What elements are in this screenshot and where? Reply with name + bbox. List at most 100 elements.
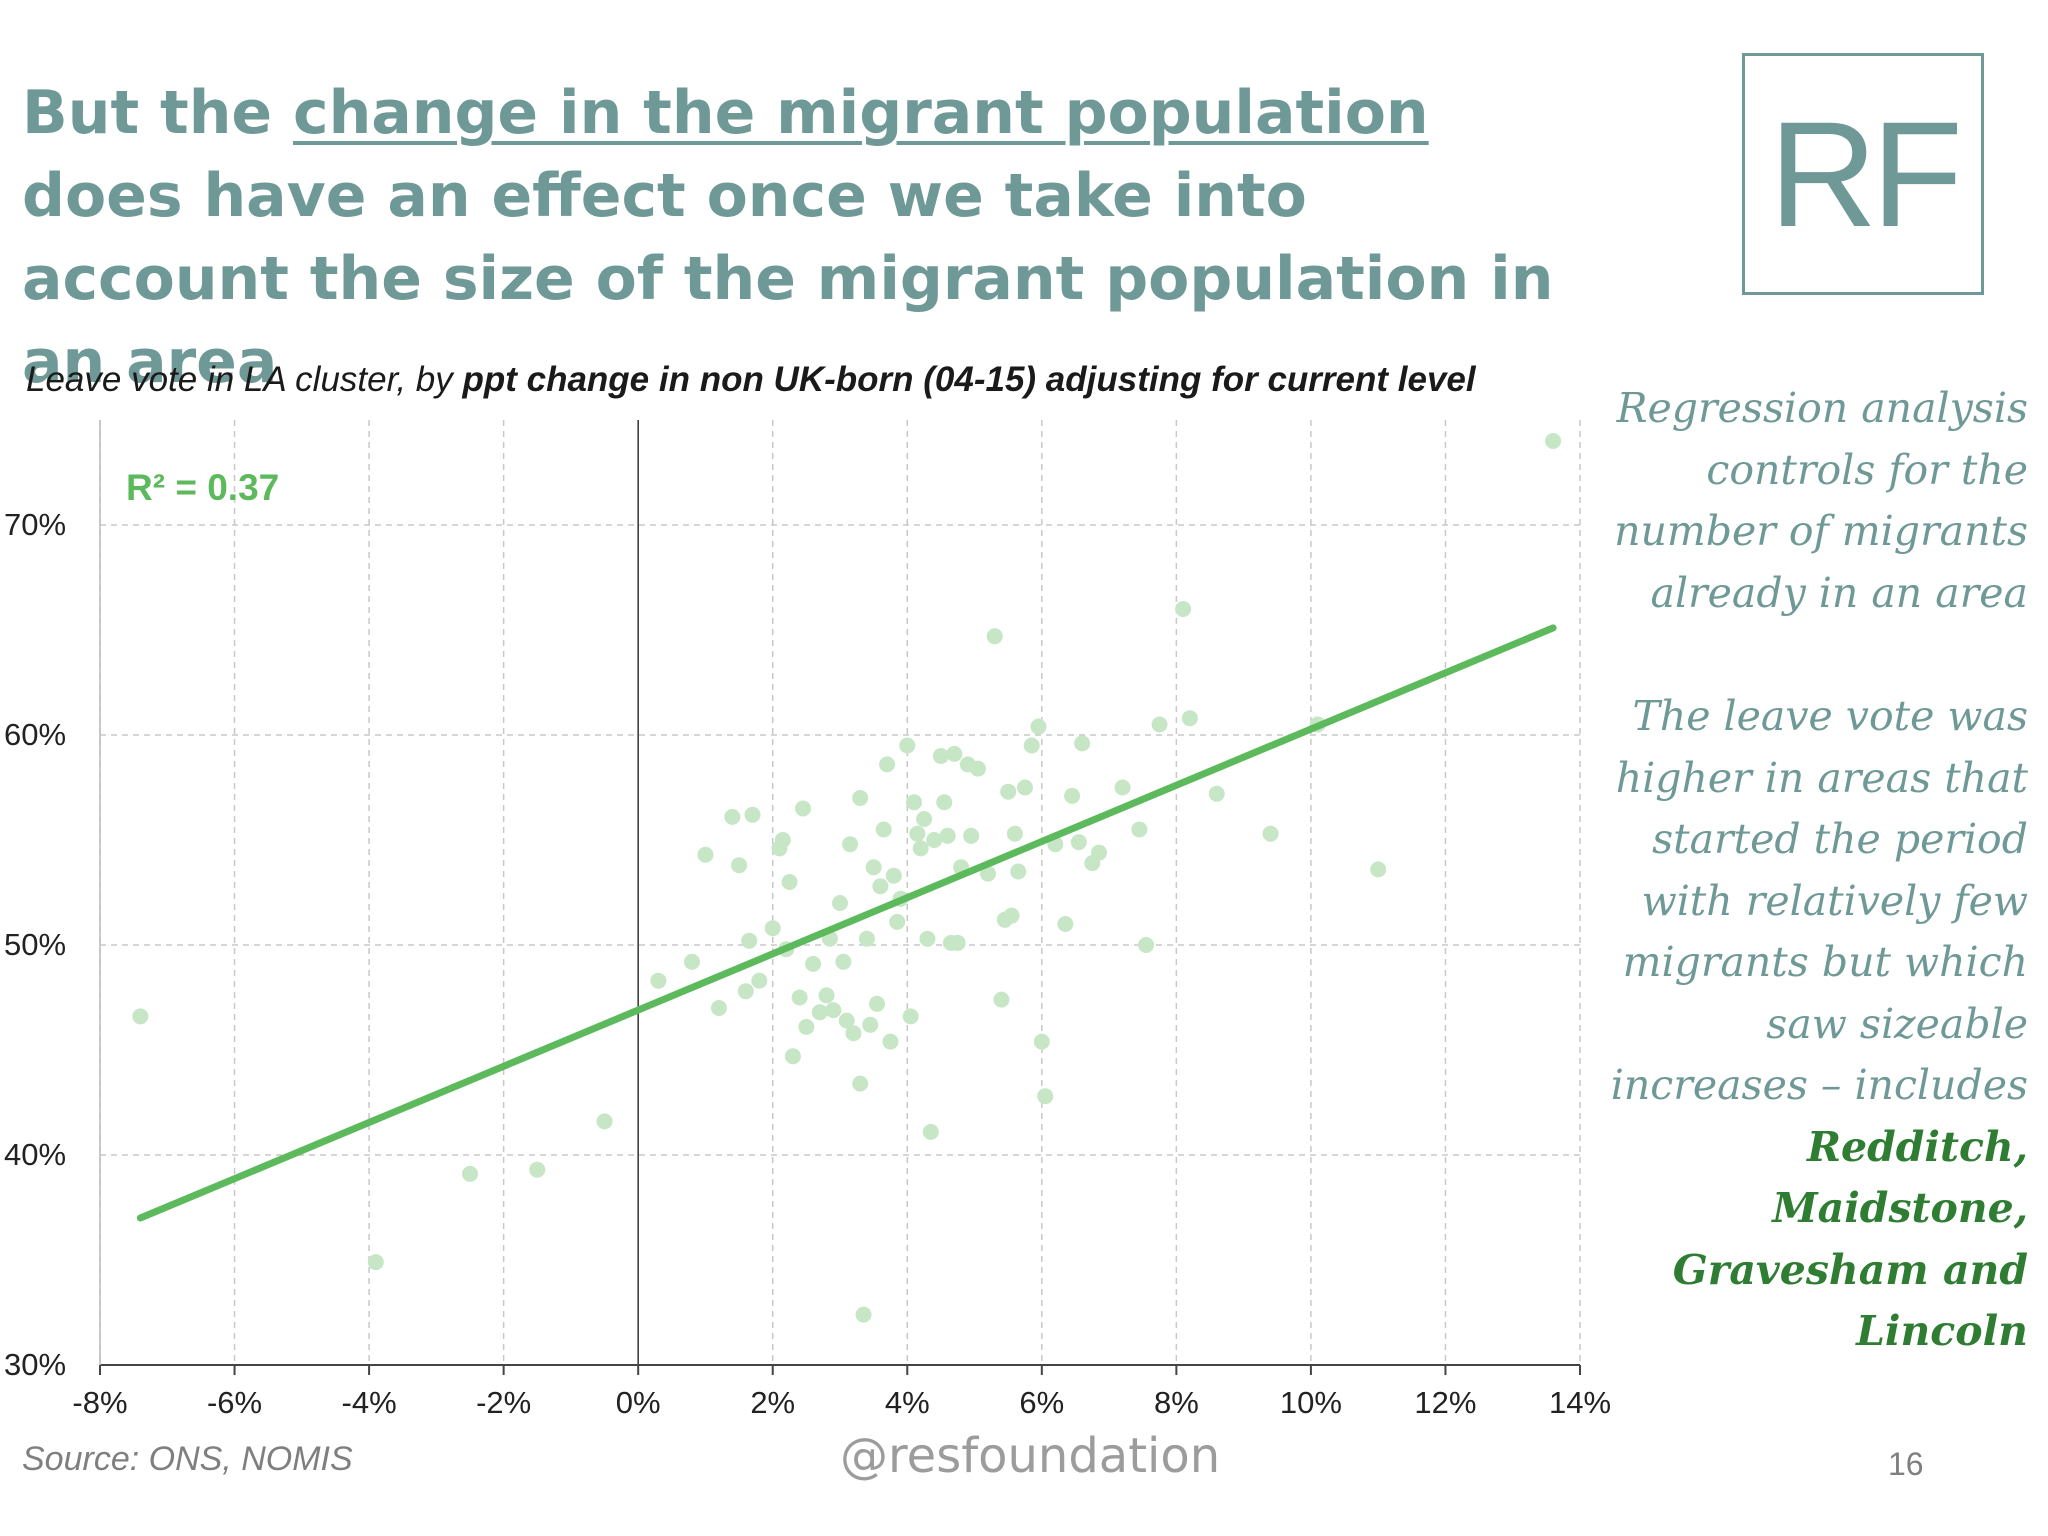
data-point <box>980 865 996 882</box>
data-point <box>737 983 754 1000</box>
data-point <box>902 1008 919 1025</box>
x-tick-label: -6% <box>207 1385 262 1420</box>
data-point <box>1003 907 1020 924</box>
data-point <box>774 832 791 848</box>
x-tick-label: 10% <box>1280 1385 1342 1420</box>
data-point <box>1208 785 1225 802</box>
data-point <box>1023 737 1040 754</box>
data-point <box>993 991 1010 1008</box>
commentary-paragraph-1: Regression analysis controls for the num… <box>1614 384 2028 617</box>
data-point <box>832 895 848 911</box>
data-point <box>932 748 949 764</box>
rf-logo: RF <box>1742 53 1984 295</box>
data-point <box>1057 916 1074 932</box>
data-point <box>1151 716 1168 733</box>
data-point <box>845 1025 862 1042</box>
data-point <box>865 859 882 876</box>
data-point <box>781 874 798 890</box>
data-point <box>835 953 852 970</box>
x-tick-label: -2% <box>476 1385 531 1420</box>
data-point <box>969 760 986 777</box>
data-point <box>882 1033 899 1050</box>
data-point <box>710 1000 727 1016</box>
x-tick-label: 2% <box>750 1385 795 1420</box>
x-tick-label: 8% <box>1154 1385 1199 1420</box>
data-point <box>926 832 943 848</box>
commentary-text: The leave vote was higher in areas that … <box>1610 692 2028 1109</box>
data-point <box>899 737 916 754</box>
data-point <box>1070 834 1087 851</box>
data-point <box>132 1008 149 1025</box>
data-point <box>1131 821 1148 838</box>
title-rest: does have an effect once we take into ac… <box>22 161 1554 397</box>
r-squared-label: R² = 0.37 <box>126 467 279 508</box>
data-point <box>751 972 768 989</box>
data-point <box>1037 1088 1054 1105</box>
data-point <box>1030 718 1047 735</box>
data-point <box>939 827 956 844</box>
data-point <box>795 800 811 817</box>
data-point <box>858 930 875 947</box>
x-tick-label: 12% <box>1414 1385 1476 1420</box>
commentary-panel: Regression analysis controls for the num… <box>1600 378 2028 1363</box>
data-point <box>936 794 953 811</box>
data-point <box>949 934 966 951</box>
y-tick-label: 50% <box>4 927 66 962</box>
data-point <box>764 920 781 937</box>
data-point <box>912 840 929 857</box>
data-point <box>697 846 714 863</box>
data-point <box>986 628 1003 645</box>
data-point <box>805 955 822 972</box>
data-point <box>825 1002 842 1019</box>
chart-title-plain: Leave vote in LA cluster, by <box>26 360 463 399</box>
data-point <box>650 972 667 989</box>
data-point <box>1010 863 1027 880</box>
data-point <box>1370 861 1387 878</box>
data-point <box>811 1004 828 1021</box>
data-point <box>885 867 902 884</box>
data-point <box>875 821 892 838</box>
data-point <box>855 1306 872 1323</box>
x-tick-label: -4% <box>342 1385 397 1420</box>
data-point <box>596 1113 613 1130</box>
data-point <box>869 995 885 1012</box>
chart-title-bold: ppt change in non UK-born (04-15) adjust… <box>462 360 1476 399</box>
data-point <box>1545 433 1562 449</box>
data-point <box>818 987 835 1004</box>
chart-title: Leave vote in LA cluster, by ppt change … <box>26 360 1626 400</box>
data-point <box>889 913 906 930</box>
paragraph-spacer <box>1600 624 2028 686</box>
data-point <box>1262 825 1279 842</box>
x-tick-label: 6% <box>1019 1385 1064 1420</box>
title-lead: But the <box>22 78 293 148</box>
data-point <box>1017 779 1033 796</box>
data-point <box>906 794 922 811</box>
source-note: Source: ONS, NOMIS <box>22 1440 353 1478</box>
x-tick-label: 14% <box>1549 1385 1611 1420</box>
data-point <box>872 878 889 895</box>
data-point <box>1006 825 1023 842</box>
trendline <box>136 624 1557 1222</box>
data-point <box>909 825 926 842</box>
title-underlined-phrase: change in the migrant population <box>293 78 1429 148</box>
data-point <box>838 1012 855 1029</box>
data-point <box>367 1254 384 1271</box>
data-point <box>1181 710 1198 727</box>
data-point <box>1114 779 1131 796</box>
page-number: 16 <box>1888 1446 1924 1482</box>
x-tick-label: 0% <box>616 1385 661 1420</box>
data-point <box>1175 601 1192 617</box>
commentary-paragraph-2: The leave vote was higher in areas that … <box>1600 686 2028 1363</box>
data-point <box>798 1018 815 1035</box>
data-point <box>724 808 741 825</box>
data-point <box>1091 844 1107 861</box>
data-point <box>529 1161 546 1178</box>
data-point <box>744 806 761 823</box>
data-point <box>684 953 700 970</box>
x-tick-label: -8% <box>72 1385 127 1420</box>
data-point <box>1064 787 1081 804</box>
twitter-handle: @resfoundation <box>840 1428 1221 1484</box>
data-point <box>922 1123 939 1140</box>
y-tick-label: 70% <box>4 507 66 542</box>
highlighted-areas: Redditch, Maidstone, Gravesham and Linco… <box>1672 1122 2028 1356</box>
